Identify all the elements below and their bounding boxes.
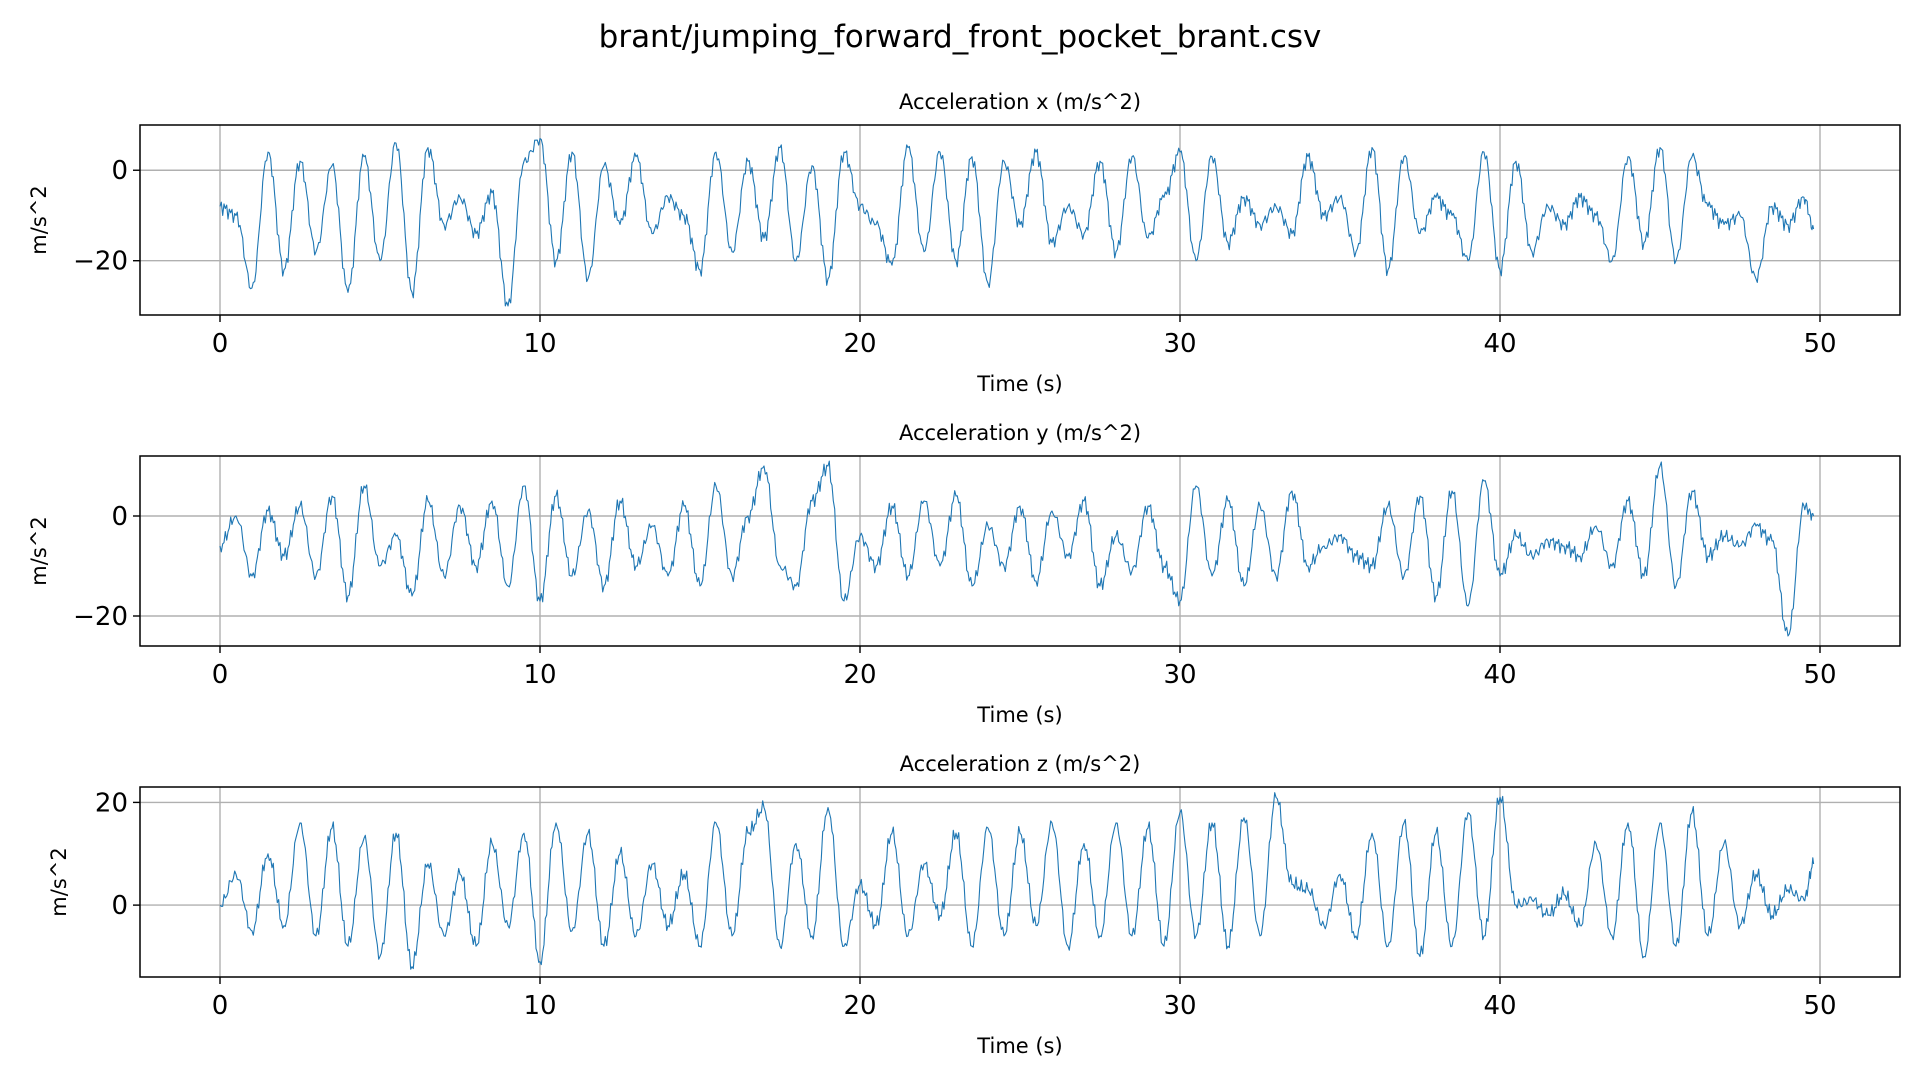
x-tick-label: 40 [1483,329,1516,359]
y-tick-label: −20 [73,247,128,277]
x-axis-label: Time (s) [976,703,1062,727]
subplot-title: Acceleration z (m/s^2) [900,752,1141,776]
x-tick-label: 10 [523,329,556,359]
grid [140,456,1900,646]
subplot-acceleration-x: Acceleration x (m/s^2) 0 10 20 30 40 50 −20 0 T… [27,90,1901,396]
ticks: 0 10 20 30 40 50 0 20 [95,788,1837,1021]
x-tick-label: 50 [1803,660,1836,690]
series-path [219,138,1815,307]
series-line [219,792,1815,970]
ticks: 0 10 20 30 40 50 −20 0 [73,156,1836,359]
x-tick-label: 20 [843,660,876,690]
subplot-title: Acceleration y (m/s^2) [899,421,1141,445]
y-axis-label: m/s^2 [27,185,51,254]
x-tick-label: 0 [212,991,229,1021]
grid [140,787,1900,977]
x-tick-label: 20 [843,329,876,359]
y-tick-label: 0 [111,156,128,186]
subplot-acceleration-y: Acceleration y (m/s^2) 0 10 20 30 40 50 −20 0 T… [27,421,1901,727]
figure-title: brant/jumping_forward_front_pocket_brant… [599,19,1322,55]
x-tick-label: 20 [843,991,876,1021]
x-tick-label: 10 [523,660,556,690]
y-axis-label: m/s^2 [27,516,51,585]
subplot-acceleration-z: Acceleration z (m/s^2) 0 10 20 30 40 50 0 20 Ti… [47,752,1901,1058]
x-tick-label: 0 [212,660,229,690]
y-tick-label: −20 [73,602,128,632]
x-tick-label: 40 [1483,991,1516,1021]
x-tick-label: 50 [1803,329,1836,359]
axes-frame [139,124,1901,316]
subplot-title: Acceleration x (m/s^2) [899,90,1141,114]
x-tick-label: 10 [523,991,556,1021]
axes-frame [139,455,1901,647]
series-line [219,138,1815,307]
x-tick-label: 50 [1803,991,1836,1021]
x-tick-label: 30 [1163,991,1196,1021]
x-tick-label: 40 [1483,660,1516,690]
y-axis-label: m/s^2 [47,847,71,916]
series-path [219,792,1815,970]
y-tick-label: 0 [111,891,128,921]
x-tick-label: 30 [1163,660,1196,690]
x-axis-label: Time (s) [976,1034,1062,1058]
x-axis-label: Time (s) [976,372,1062,396]
axes-frame [139,786,1901,978]
x-tick-label: 30 [1163,329,1196,359]
series-path [219,460,1815,637]
ticks: 0 10 20 30 40 50 −20 0 [73,502,1836,690]
series-line [219,460,1815,637]
y-tick-label: 0 [111,502,128,532]
x-tick-label: 0 [212,329,229,359]
y-tick-label: 20 [95,788,128,818]
